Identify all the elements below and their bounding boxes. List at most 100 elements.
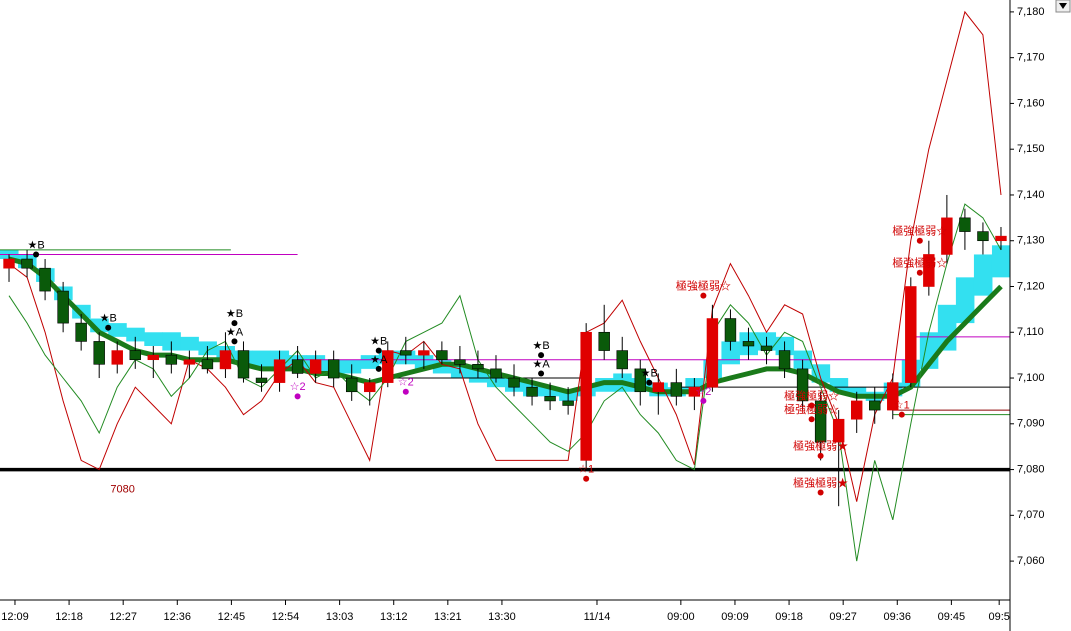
x-tick-label: 09:18 (775, 611, 803, 623)
annotation-dot (916, 269, 923, 276)
candle-body (941, 217, 953, 255)
candle-body (93, 341, 105, 365)
annotation-dot (105, 324, 112, 331)
candle-body (436, 350, 448, 361)
y-tick-label: 7,140 (1017, 189, 1045, 201)
x-tick-label: 12:36 (164, 611, 192, 623)
annotation-dot (700, 397, 707, 404)
candle-body (21, 258, 33, 269)
candle-body (400, 350, 412, 356)
annotation-dot (646, 379, 653, 386)
candle-body (526, 386, 538, 397)
candle-body (255, 377, 268, 383)
candle-body (796, 368, 809, 402)
candle-body (454, 359, 466, 365)
annotation: ★B (226, 308, 243, 320)
annotation: ★B (100, 313, 117, 325)
annotation: 極強極弱☆ (676, 279, 731, 293)
cloud-segment (360, 355, 380, 369)
annotation-dot (538, 370, 545, 377)
x-tick-label: 09:00 (667, 611, 695, 623)
candle-body (742, 341, 755, 347)
candle-body (364, 382, 376, 393)
candle-body (778, 350, 791, 370)
y-tick-label: 7,070 (1017, 509, 1045, 521)
annotation-dot (898, 411, 905, 418)
candle-body (760, 345, 773, 351)
annotation: ☆1 (894, 400, 910, 412)
x-tick-label: 12:18 (55, 611, 83, 623)
annotation: 極強極弱★ (793, 475, 848, 489)
y-tick-label: 7,080 (1017, 463, 1045, 475)
x-tick-label: 11/14 (584, 611, 611, 623)
annotation-dot (583, 475, 590, 482)
candle-body (598, 331, 610, 351)
candle-body (869, 400, 881, 411)
x-tick-label: 09:36 (884, 611, 912, 623)
x-tick-label: 13:03 (326, 611, 354, 623)
annotation-dot (375, 347, 382, 354)
annotation: ★A (532, 358, 550, 370)
candle-body (111, 350, 123, 365)
candle-body (887, 382, 899, 411)
candle-body (129, 350, 141, 361)
candle-body (580, 331, 592, 461)
x-tick-label: 12:27 (109, 611, 137, 623)
candle-body (345, 377, 358, 393)
cloud-segment (126, 327, 145, 342)
candle-body (634, 368, 646, 393)
candle-body (309, 359, 322, 374)
annotation: 極強極弱☆ (784, 402, 839, 416)
candle-body (706, 318, 719, 388)
y-tick-label: 7,150 (1017, 143, 1045, 155)
candle-body (75, 322, 87, 342)
annotation: ★A (226, 326, 244, 338)
candle-body (977, 231, 989, 242)
y-tick-label: 7,060 (1017, 555, 1045, 567)
y-tick-label: 7,100 (1017, 372, 1045, 384)
candle-body (418, 350, 430, 356)
y-tick-label: 7,130 (1017, 235, 1045, 247)
cloud-segment (180, 336, 199, 351)
annotation-dot (808, 416, 815, 423)
x-tick-label: 13:30 (488, 611, 516, 623)
candle-body (183, 359, 196, 365)
candle-body (814, 400, 827, 443)
annotation-dot (817, 489, 824, 496)
annotation: ☆2 (290, 381, 306, 393)
candle-body (562, 400, 574, 406)
candle-body (995, 235, 1007, 242)
candle-body (508, 377, 520, 388)
y-tick-label: 7,110 (1017, 326, 1044, 338)
cloud-segment (721, 341, 740, 365)
candle-body (219, 350, 232, 370)
cloud-segment (108, 323, 127, 337)
y-tick-label: 7,170 (1017, 52, 1045, 64)
candle-body (472, 364, 484, 370)
x-tick-label: 09:45 (938, 611, 966, 623)
candle-body (273, 359, 286, 383)
annotation: ☆1 (578, 464, 594, 476)
annotation-dot (808, 402, 815, 409)
candle-body (688, 386, 701, 397)
cloud-segment (955, 277, 975, 324)
y-tick-label: 7,120 (1017, 280, 1045, 292)
annotation-dot (916, 237, 923, 244)
candle-body (201, 359, 214, 370)
candle-body (724, 318, 737, 342)
annotation-dot (375, 365, 382, 372)
annotation: ★B (532, 340, 549, 352)
annotation: 極強極弱☆ (892, 256, 947, 270)
x-tick-label: 12:54 (272, 611, 300, 623)
candle-body (237, 350, 250, 379)
annotation: 極強極弱☆ (784, 388, 839, 402)
candle-body (959, 217, 971, 232)
candle-body (652, 382, 665, 393)
candle-body (291, 359, 304, 374)
annotation-dot (231, 320, 238, 327)
dropdown-arrow[interactable] (1059, 3, 1067, 9)
annotation: ★B (27, 239, 44, 251)
candle-body (670, 382, 683, 397)
annotation: ☆2 (695, 386, 711, 398)
